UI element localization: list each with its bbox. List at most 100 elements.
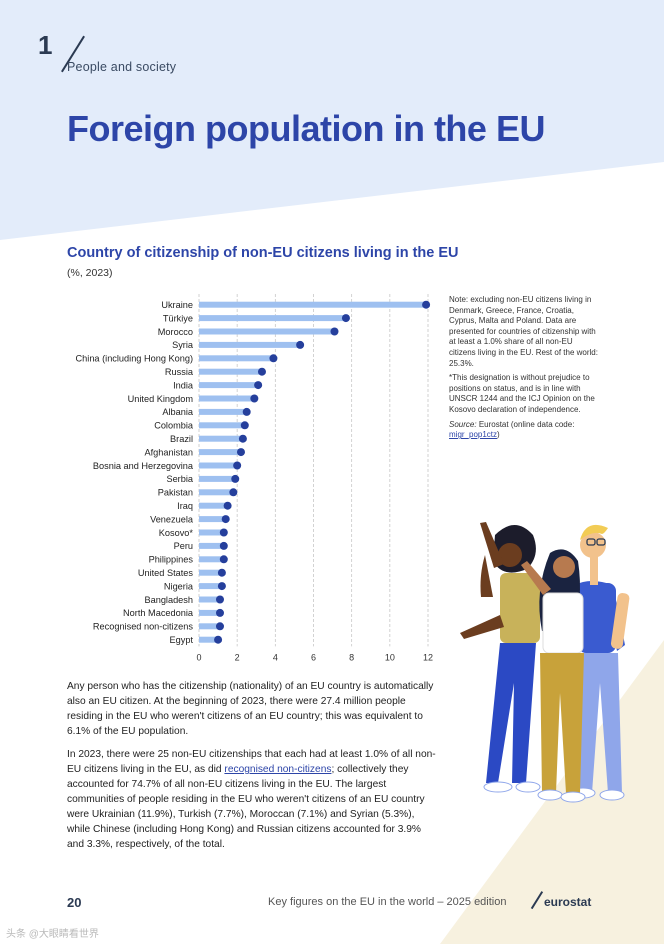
category-label: Morocco <box>158 327 193 337</box>
category-label: Serbia <box>166 474 193 484</box>
bar-dot <box>214 635 223 644</box>
section-number: 1 <box>38 30 53 60</box>
chart-subtitle: (%, 2023) <box>67 267 113 279</box>
bar <box>199 328 335 335</box>
category-label: Syria <box>172 340 194 350</box>
category-label: Pakistan <box>158 488 193 498</box>
people-illustration <box>460 522 630 803</box>
bar <box>199 583 222 590</box>
bar <box>199 596 220 603</box>
category-label: China (including Hong Kong) <box>76 354 193 364</box>
watermark: 头条 @大眼睛看世界 <box>6 929 99 940</box>
category-label: India <box>173 380 194 390</box>
bar <box>199 395 255 402</box>
bar-dot <box>257 367 266 376</box>
x-tick-label: 8 <box>349 652 354 662</box>
bar-dot <box>219 541 228 550</box>
person-woman <box>521 549 586 803</box>
bar <box>199 408 247 415</box>
bar-dot <box>242 407 251 416</box>
x-tick-label: 6 <box>311 652 316 662</box>
header-background <box>0 0 664 240</box>
bar <box>199 542 224 549</box>
note-source: Source: Eurostat (online data code: migr… <box>449 420 599 441</box>
bar-dot <box>219 528 228 537</box>
chart-note: Note: excluding non-EU citizens living i… <box>449 295 599 445</box>
source-text: Eurostat (online data code: <box>478 419 575 429</box>
bar-dot <box>217 568 226 577</box>
bar-dot <box>233 461 242 470</box>
page-number: 20 <box>67 895 82 910</box>
bar <box>199 462 238 469</box>
chart-title: Country of citizenship of non-EU citizen… <box>67 245 459 261</box>
bar <box>199 449 241 456</box>
bar-dot <box>215 595 224 604</box>
bar-dot <box>240 421 249 430</box>
note-kosovo: *This designation is without prejudice t… <box>449 373 595 414</box>
x-tick-label: 0 <box>196 652 201 662</box>
bar <box>199 569 222 576</box>
bar-dot <box>217 582 226 591</box>
bar-dot <box>422 300 431 309</box>
x-tick-label: 2 <box>235 652 240 662</box>
bar <box>199 341 301 348</box>
bar-dot <box>215 608 224 617</box>
bar-dot <box>254 381 263 390</box>
bar <box>199 422 245 429</box>
category-label: Philippines <box>149 555 194 565</box>
bar <box>199 529 224 536</box>
category-label: Brazil <box>170 434 193 444</box>
bar-dot <box>250 394 259 403</box>
bar <box>199 623 220 630</box>
source-link[interactable]: migr_pop1ctz <box>449 430 498 440</box>
category-label: Nigeria <box>164 581 194 591</box>
source-end: ) <box>497 430 500 440</box>
category-label: North Macedonia <box>123 608 194 618</box>
recognised-non-citizens-link[interactable]: recognised non-citizens <box>224 764 332 775</box>
body-p2-start: In 2023, there were 25 non-EU citizenshi… <box>67 749 436 775</box>
bar <box>199 609 220 616</box>
bar <box>199 556 224 563</box>
person-blond <box>570 524 630 801</box>
body-p2-end: ; collectively they accounted for 74.7% … <box>67 764 425 850</box>
x-tick-label: 4 <box>273 652 278 662</box>
category-label: Albania <box>162 407 194 417</box>
x-tick-label: 12 <box>423 652 433 662</box>
category-label: Bangladesh <box>144 595 193 605</box>
category-label: Venezuela <box>150 514 194 524</box>
body-text: Any person who has the citizenship (nati… <box>67 679 437 860</box>
bar-dot <box>223 501 232 510</box>
section-label: People and society <box>67 60 177 74</box>
bar-dot <box>219 555 228 564</box>
category-label: Iraq <box>177 501 193 511</box>
category-label: Ukraine <box>161 300 193 310</box>
bar <box>199 475 236 482</box>
category-label: Kosovo* <box>159 528 194 538</box>
body-paragraph-2: In 2023, there were 25 non-EU citizenshi… <box>67 747 437 852</box>
bar-dot <box>330 327 339 336</box>
bar <box>199 301 427 308</box>
footer-slash <box>530 891 543 909</box>
bar-dot <box>341 314 350 323</box>
category-label: Bosnia and Herzegovina <box>93 461 194 471</box>
bar-dot <box>296 340 305 349</box>
bar <box>199 636 219 643</box>
bar <box>199 368 262 375</box>
note-text: Note: excluding non-EU citizens living i… <box>449 295 598 368</box>
category-label: Russia <box>165 367 194 377</box>
category-label: Türkiye <box>163 313 193 323</box>
category-label: Peru <box>174 541 193 551</box>
x-tick-label: 10 <box>385 652 395 662</box>
body-paragraph-1: Any person who has the citizenship (nati… <box>67 681 434 737</box>
bar <box>199 489 234 496</box>
bar-dot <box>238 434 247 443</box>
bar <box>199 382 259 389</box>
bar <box>199 315 346 322</box>
page-title: Foreign population in the EU <box>67 108 545 149</box>
bar-dot <box>236 448 245 457</box>
bar-dot <box>269 354 278 363</box>
bar-dot <box>229 488 238 497</box>
category-label: United States <box>138 568 194 578</box>
bar <box>199 516 226 523</box>
eurostat-logo: eurostat <box>544 895 592 909</box>
